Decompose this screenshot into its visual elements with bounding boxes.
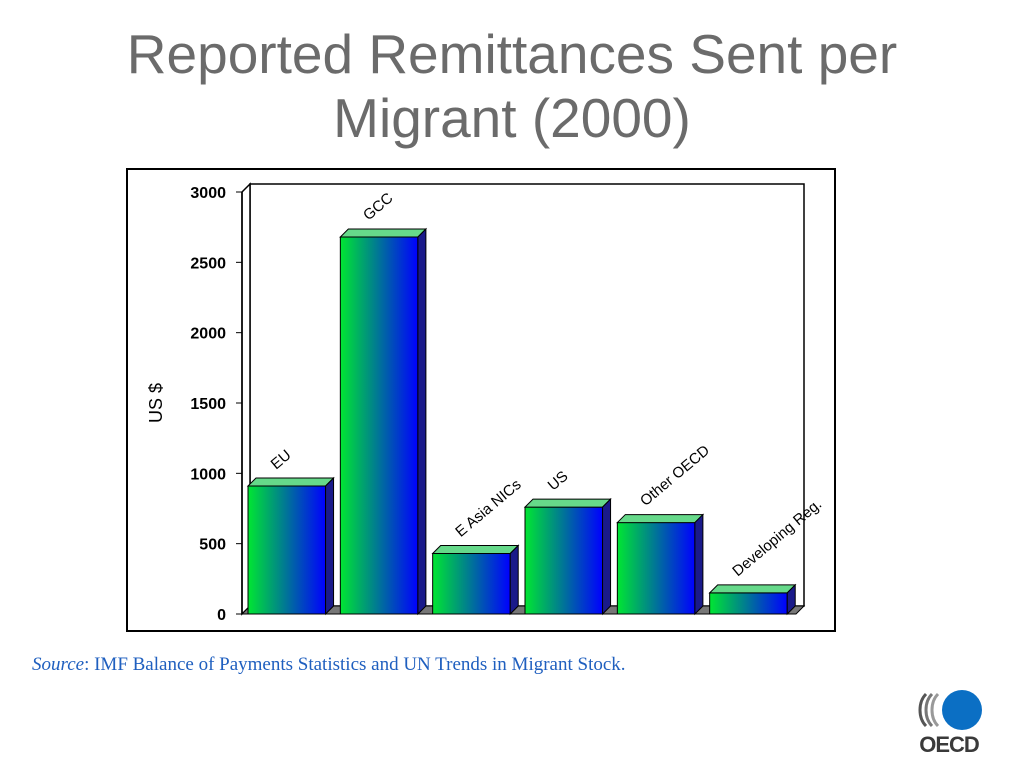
oecd-logo: OECD [912, 688, 986, 758]
slide-title-line-2: Migrant (2000) [333, 87, 691, 149]
y-tick-label: 2500 [190, 255, 226, 272]
slide-title-line-1: Reported Remittances Sent per [126, 23, 898, 85]
y-tick-label: 2000 [190, 326, 226, 343]
y-axis-label: US $ [146, 383, 166, 423]
oecd-logo-text: OECD [919, 732, 980, 757]
bar-top-face [616, 514, 705, 524]
bar-top-face [523, 498, 612, 508]
bar-top-face [339, 228, 428, 238]
y-tick-label: 0 [217, 607, 226, 624]
bar-side-face [786, 583, 796, 616]
bar-top-face [708, 584, 797, 594]
y-tick-label: 1500 [190, 396, 226, 413]
bar [247, 485, 327, 615]
source-text: : IMF Balance of Payments Statistics and… [84, 654, 626, 675]
bar-top-face [431, 545, 520, 555]
bar [616, 522, 696, 615]
bar-side-face [417, 227, 427, 616]
oecd-logo-icon [918, 690, 982, 730]
bar [339, 236, 419, 615]
bar-side-face [602, 497, 612, 616]
bar-side-face [325, 476, 335, 616]
y-tick-label: 1000 [190, 466, 226, 483]
chart-frame: 0 500 1000 1500 2000 2500 3000 US $ EU GCC E Asia … [126, 168, 836, 632]
y-tick-label: 500 [199, 537, 226, 554]
bar-side-face [509, 544, 519, 616]
bar-top-face [246, 477, 335, 487]
bar-side-face [694, 513, 704, 616]
slide-title: Reported Remittances Sent per Migrant (2… [0, 22, 1024, 150]
bar [524, 506, 604, 615]
source-note: Source: IMF Balance of Payments Statisti… [32, 654, 626, 676]
bar [432, 553, 511, 615]
source-label: Source [32, 654, 85, 675]
bar [709, 592, 788, 615]
y-tick-label: 3000 [190, 185, 226, 202]
